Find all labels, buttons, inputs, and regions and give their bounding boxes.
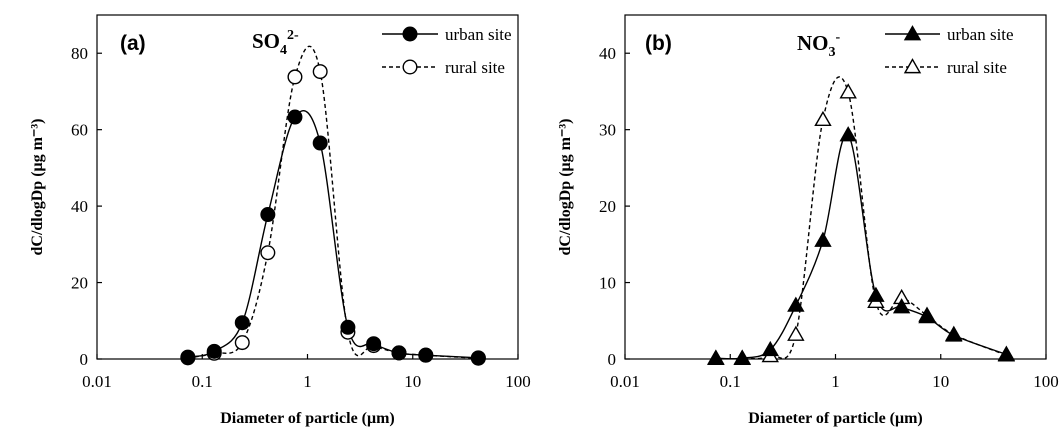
x-tick-label: 1 [831, 372, 840, 391]
series-urban-site [187, 110, 479, 359]
data-point [787, 325, 805, 341]
y-tick-label: 20 [71, 274, 88, 293]
x-axis-title: Diameter of particle (μm) [220, 410, 394, 427]
data-point [206, 343, 222, 359]
data-point [945, 326, 963, 342]
data-point [470, 350, 486, 366]
y-tick-label: 80 [71, 44, 88, 63]
series-rural-site [187, 45, 479, 359]
ion-superscript: 2- [287, 28, 299, 43]
ion-subscript: 4 [280, 43, 287, 58]
markers-rural-site [707, 83, 1016, 365]
legend-label: urban site [445, 25, 512, 44]
markers-urban-site [180, 109, 486, 366]
x-tick-label: 100 [505, 372, 531, 391]
data-point [180, 349, 196, 365]
y-tick-label: 40 [71, 197, 88, 216]
markers-urban-site [707, 126, 1016, 365]
series-line [715, 133, 1007, 360]
y-tick-label: 40 [599, 44, 616, 63]
data-point [892, 298, 911, 314]
data-point [707, 349, 725, 365]
data-point [839, 83, 857, 99]
x-axis-title: Diameter of particle (μm) [748, 410, 922, 427]
ion-subscript: 3 [829, 45, 836, 60]
data-point [260, 245, 276, 261]
data-point [814, 110, 832, 127]
y-tick-label: 60 [71, 121, 88, 140]
data-point [287, 69, 303, 85]
ion-base: NO [797, 31, 829, 55]
legend-marker [402, 59, 418, 75]
data-point [391, 345, 407, 361]
data-point [366, 336, 382, 352]
markers-rural-site [180, 64, 486, 366]
y-tick-label: 10 [599, 274, 616, 293]
legend-marker [903, 25, 922, 41]
data-point [997, 345, 1016, 361]
legend-marker [402, 26, 418, 42]
y-axis-title: dC/dlogDp (μg m⁻³) [29, 119, 46, 256]
data-point [234, 315, 250, 331]
x-tick-label: 1 [303, 372, 312, 391]
y-tick-label: 0 [608, 350, 617, 369]
ion-label: NO3- [797, 30, 841, 60]
data-point [312, 135, 328, 151]
series-line [715, 76, 1007, 360]
x-tick-label: 0.1 [720, 372, 741, 391]
legend-label: urban site [947, 25, 1014, 44]
data-point [839, 126, 857, 142]
panel-label: (a) [120, 32, 146, 55]
data-point [918, 308, 936, 324]
x-tick-label: 10 [404, 372, 421, 391]
y-axis-title: dC/dlogDp (μg m⁻³) [557, 119, 574, 256]
chart-panel-b: 0 10 20 30 40 0.01 0.1 1 10 100 Diameter of partic… [557, 14, 1059, 427]
legend: urban site rural site [382, 25, 512, 77]
legend: urban site rural site [885, 25, 1014, 77]
data-point [312, 64, 328, 80]
series-line [187, 110, 479, 359]
data-point [418, 347, 434, 363]
data-point [260, 207, 276, 223]
legend-label: rural site [445, 58, 505, 77]
data-point [761, 340, 779, 357]
data-point [287, 109, 303, 125]
data-point [814, 231, 832, 247]
x-tick-label: 0.01 [82, 372, 112, 391]
series-rural-site [715, 76, 1007, 360]
series-line [187, 45, 479, 359]
legend-label: rural site [947, 58, 1007, 77]
x-tick-label: 0.1 [192, 372, 213, 391]
panel-label: (b) [645, 32, 672, 55]
data-point [234, 335, 250, 351]
data-point [867, 286, 885, 302]
y-tick-label: 20 [599, 197, 616, 216]
y-tick-label: 0 [80, 350, 89, 369]
data-point [733, 349, 751, 365]
x-tick-label: 100 [1033, 372, 1059, 391]
chart-panel-a: 0 20 40 60 80 0.01 0.1 1 10 100 Diameter of partic… [29, 14, 531, 427]
ion-superscript: - [836, 30, 841, 45]
data-point [340, 319, 356, 335]
x-tick-label: 0.01 [610, 372, 640, 391]
series-urban-site [715, 133, 1007, 360]
y-tick-label: 30 [599, 121, 616, 140]
data-point [787, 296, 805, 312]
ion-label: SO42- [252, 28, 299, 58]
ion-base: SO [252, 29, 280, 53]
x-tick-label: 10 [932, 372, 949, 391]
legend-marker [903, 58, 922, 74]
